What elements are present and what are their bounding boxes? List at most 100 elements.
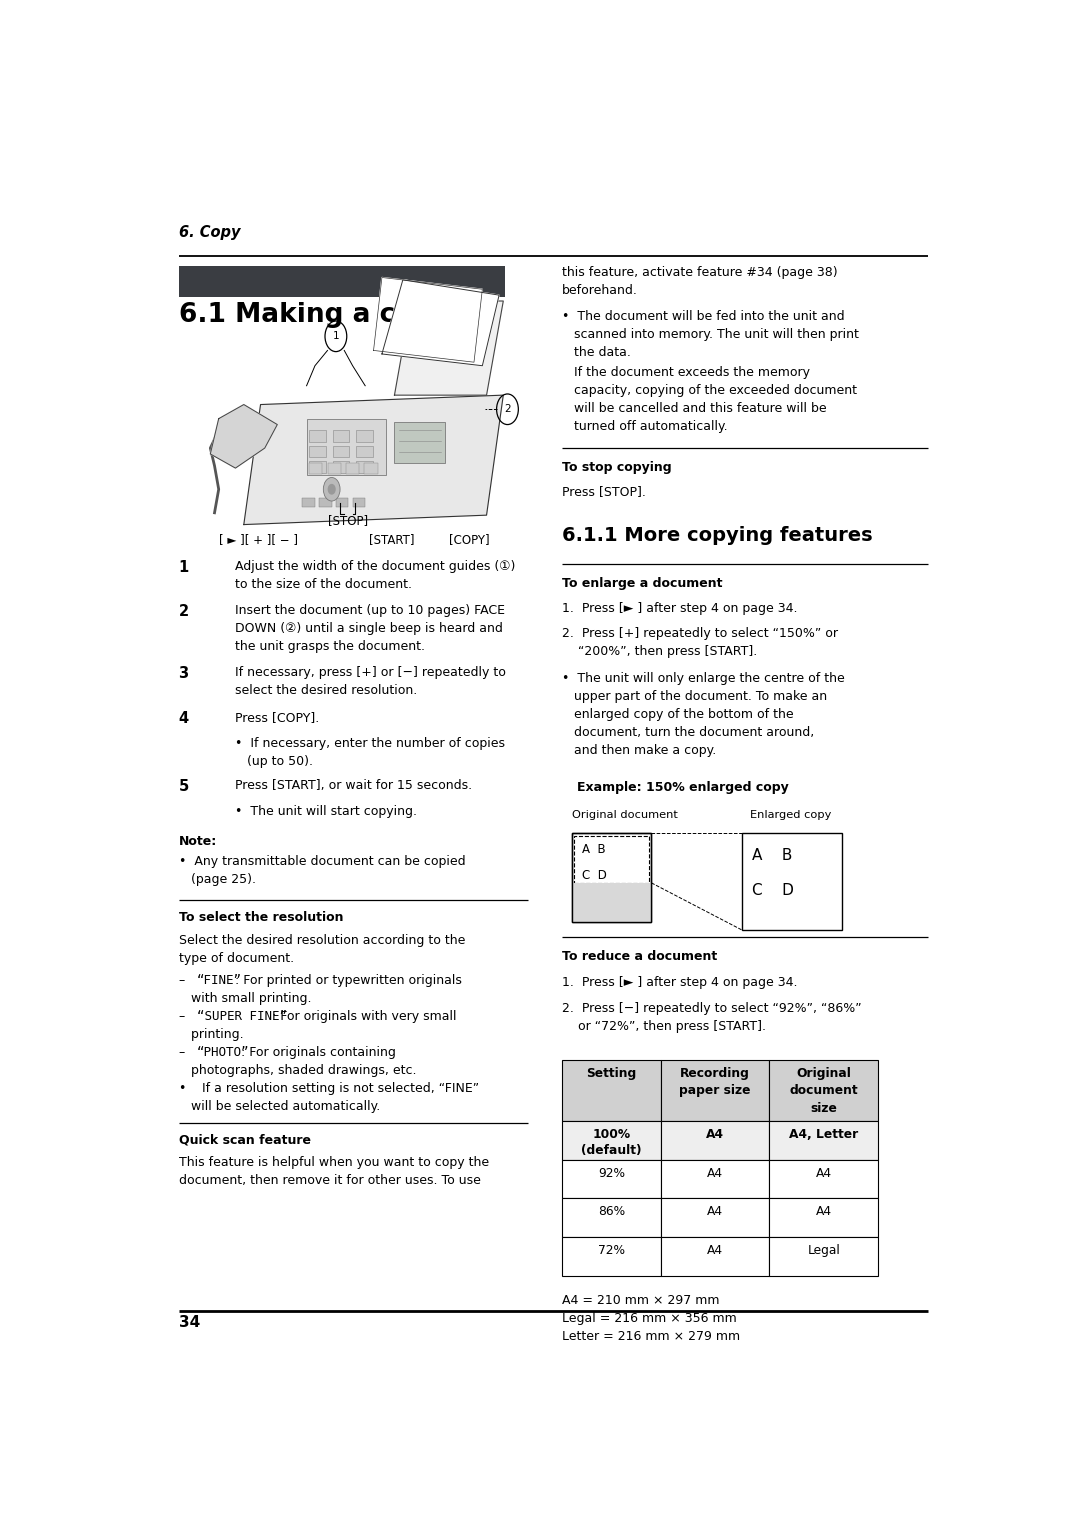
Text: [START]: [START] — [369, 533, 415, 545]
Bar — [309, 446, 326, 457]
Text: document, then remove it for other uses. To use: document, then remove it for other uses.… — [178, 1175, 481, 1187]
Text: Letter = 216 mm × 279 mm: Letter = 216 mm × 279 mm — [562, 1329, 740, 1343]
Text: Example: 150% enlarged copy: Example: 150% enlarged copy — [577, 781, 788, 795]
Text: this feature, activate feature #34 (page 38): this feature, activate feature #34 (page… — [562, 266, 837, 278]
Bar — [562, 1238, 661, 1276]
Text: To enlarge a document: To enlarge a document — [562, 576, 723, 590]
Polygon shape — [244, 396, 503, 524]
Bar — [178, 266, 505, 298]
Text: 3: 3 — [178, 666, 189, 681]
Text: Enlarged copy: Enlarged copy — [751, 810, 832, 819]
Text: paper size: paper size — [679, 1085, 751, 1097]
Bar — [309, 463, 323, 474]
Text: If the document exceeds the memory: If the document exceeds the memory — [562, 367, 810, 379]
Text: Select the desired resolution according to the: Select the desired resolution according … — [178, 934, 464, 947]
Text: Legal: Legal — [808, 1244, 840, 1258]
Text: beforehand.: beforehand. — [562, 284, 638, 296]
Circle shape — [323, 477, 340, 501]
Text: 2.  Press [+] repeatedly to select “150%” or: 2. Press [+] repeatedly to select “150%”… — [562, 626, 838, 640]
Bar — [333, 461, 349, 472]
Text: [STOP]: [STOP] — [327, 513, 367, 527]
Text: size: size — [810, 1102, 837, 1115]
Text: upper part of the document. To make an: upper part of the document. To make an — [562, 691, 827, 703]
Bar — [346, 463, 360, 474]
Bar — [572, 833, 651, 921]
Text: to the size of the document.: to the size of the document. — [235, 578, 413, 591]
Text: •  The document will be fed into the unit and: • The document will be fed into the unit… — [562, 310, 845, 322]
Bar — [562, 1198, 661, 1238]
Text: 1.  Press [► ] after step 4 on page 34.: 1. Press [► ] after step 4 on page 34. — [562, 976, 797, 989]
Text: photographs, shaded drawings, etc.: photographs, shaded drawings, etc. — [178, 1065, 416, 1077]
Bar — [769, 1120, 878, 1160]
Text: “FINE”: “FINE” — [197, 975, 242, 987]
Circle shape — [328, 484, 335, 494]
Bar — [356, 431, 373, 442]
Text: A    B: A B — [752, 848, 793, 863]
Text: –: – — [178, 1010, 192, 1024]
Text: A4: A4 — [815, 1167, 832, 1180]
Text: Legal = 216 mm × 356 mm: Legal = 216 mm × 356 mm — [562, 1311, 737, 1325]
Text: 2: 2 — [178, 604, 189, 619]
Text: •  If necessary, enter the number of copies: • If necessary, enter the number of copi… — [235, 736, 505, 750]
Bar — [356, 461, 373, 472]
Bar — [661, 1059, 769, 1120]
Text: Press [COPY].: Press [COPY]. — [235, 711, 320, 724]
Text: 6.1 Making a copy: 6.1 Making a copy — [178, 303, 449, 329]
Text: (up to 50).: (up to 50). — [235, 755, 313, 767]
Text: and then make a copy.: and then make a copy. — [562, 744, 716, 758]
Bar — [562, 1160, 661, 1198]
Polygon shape — [211, 405, 278, 468]
Text: If necessary, press [+] or [−] repeatedly to: If necessary, press [+] or [−] repeatedl… — [235, 666, 507, 680]
Text: A4: A4 — [706, 1128, 724, 1141]
Text: Recording: Recording — [680, 1067, 750, 1080]
Text: printing.: printing. — [178, 1028, 243, 1042]
Bar — [769, 1198, 878, 1238]
Text: enlarged copy of the bottom of the: enlarged copy of the bottom of the — [562, 707, 794, 721]
Text: will be selected automatically.: will be selected automatically. — [178, 1100, 380, 1114]
Bar — [309, 461, 326, 472]
Text: This feature is helpful when you want to copy the: This feature is helpful when you want to… — [178, 1157, 488, 1169]
Polygon shape — [394, 301, 503, 396]
Text: 34: 34 — [178, 1316, 200, 1331]
Text: 6. Copy: 6. Copy — [178, 225, 240, 240]
Bar — [336, 498, 349, 507]
Text: 6.1.1 More copying features: 6.1.1 More copying features — [562, 526, 873, 545]
Text: “200%”, then press [START].: “200%”, then press [START]. — [562, 645, 757, 657]
Text: If a resolution setting is not selected, “FINE”: If a resolution setting is not selected,… — [193, 1082, 478, 1096]
Text: 2: 2 — [504, 405, 511, 414]
Text: the unit grasps the document.: the unit grasps the document. — [235, 640, 426, 652]
Bar — [307, 419, 387, 475]
Bar — [769, 1238, 878, 1276]
Text: C  D: C D — [582, 869, 607, 882]
Text: –: – — [178, 1047, 192, 1059]
Text: A4, Letter: A4, Letter — [789, 1128, 859, 1141]
Polygon shape — [374, 278, 483, 362]
Text: or “72%”, then press [START].: or “72%”, then press [START]. — [562, 1021, 766, 1033]
Text: will be cancelled and this feature will be: will be cancelled and this feature will … — [562, 402, 826, 416]
Text: 1: 1 — [333, 332, 339, 341]
Bar — [575, 836, 649, 883]
Text: 5: 5 — [178, 779, 189, 793]
Text: Adjust the width of the document guides (①): Adjust the width of the document guides … — [235, 559, 516, 573]
Text: [ ► ][ + ][ − ]: [ ► ][ + ][ − ] — [218, 533, 298, 545]
Text: Quick scan feature: Quick scan feature — [178, 1134, 311, 1148]
Text: 1: 1 — [178, 559, 189, 575]
Text: Note:: Note: — [178, 834, 217, 848]
Text: 100%: 100% — [592, 1128, 631, 1141]
Bar — [661, 1160, 769, 1198]
Text: –: – — [178, 975, 192, 987]
Text: the data.: the data. — [562, 345, 631, 359]
Bar — [769, 1059, 878, 1120]
Text: : For printed or typewritten originals: : For printed or typewritten originals — [234, 975, 461, 987]
Bar — [572, 833, 651, 921]
Bar — [742, 833, 842, 931]
Text: with small printing.: with small printing. — [178, 993, 311, 1005]
Text: Setting: Setting — [586, 1067, 636, 1080]
Text: To reduce a document: To reduce a document — [562, 950, 717, 963]
Bar — [302, 498, 315, 507]
Bar — [364, 463, 378, 474]
Text: capacity, copying of the exceeded document: capacity, copying of the exceeded docume… — [562, 385, 856, 397]
Text: 72%: 72% — [597, 1244, 624, 1258]
Text: Original: Original — [796, 1067, 851, 1080]
Text: •: • — [178, 1082, 194, 1096]
